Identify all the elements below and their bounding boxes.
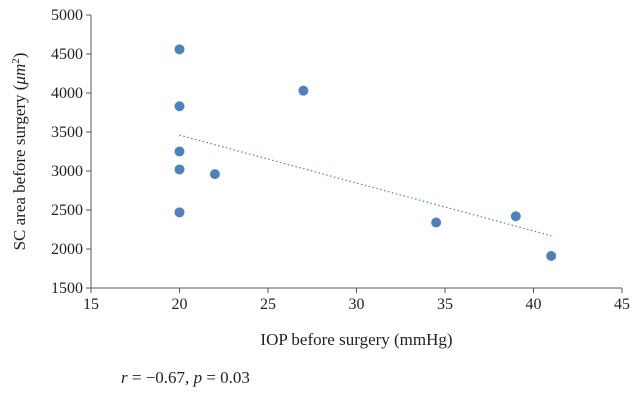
y-tick-label: 1500: [51, 280, 83, 297]
x-tick-label: 45: [614, 296, 630, 313]
data-point: [174, 207, 185, 218]
y-tick-label: 3500: [51, 124, 83, 141]
y-tick-label: 4000: [51, 85, 83, 102]
data-point: [174, 146, 185, 157]
r-value: = −0.67,: [127, 368, 194, 387]
data-point: [510, 211, 521, 222]
x-tick-label: 15: [83, 296, 99, 313]
x-tick-label: 20: [172, 296, 188, 313]
x-tick-label: 40: [526, 296, 542, 313]
correlation-annotation: r = −0.67, p = 0.03: [121, 368, 250, 388]
x-tick-label: 35: [437, 296, 453, 313]
p-value: = 0.03: [202, 368, 250, 387]
y-axis-title-prefix: SC area before surgery (: [10, 84, 29, 250]
trendline-layer: [179, 134, 552, 237]
p-symbol: p: [193, 368, 203, 387]
x-axis-title: IOP before surgery (mmHg): [260, 330, 452, 349]
data-points: [174, 44, 557, 262]
y-axis-title-suffix: ): [10, 53, 29, 59]
data-point: [174, 44, 185, 55]
data-point: [174, 101, 185, 112]
x-tick-label: 30: [349, 296, 365, 313]
data-point: [431, 217, 442, 228]
y-tick-label: 2500: [51, 202, 83, 219]
x-tick-labels: 15 20 25 30 35 40 45: [83, 296, 630, 313]
x-tick-label: 25: [260, 296, 276, 313]
data-point: [546, 251, 557, 262]
data-point: [298, 85, 309, 96]
data-point: [174, 164, 185, 175]
y-tick-label: 5000: [51, 7, 83, 24]
axes: [86, 14, 623, 293]
y-axis-title-unit: μm: [10, 64, 29, 86]
y-tick-label: 4500: [51, 46, 83, 63]
trendline: [179, 134, 552, 237]
y-axis-title-exponent: 2: [10, 58, 22, 64]
data-point: [209, 169, 220, 180]
y-tick-labels: 1500 2000 2500 3000 3500 4000 4500 5000: [51, 7, 83, 297]
y-axis-title: SC area before surgery (μm2): [10, 53, 29, 251]
y-tick-label: 3000: [51, 163, 83, 180]
y-tick-label: 2000: [51, 241, 83, 258]
r-symbol: r: [121, 368, 128, 387]
